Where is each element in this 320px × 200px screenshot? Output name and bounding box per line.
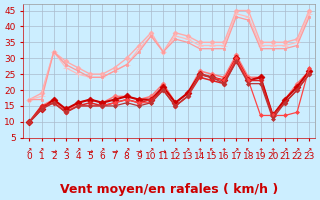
Text: ↗: ↗: [26, 147, 33, 156]
Text: ↑: ↑: [196, 147, 203, 156]
Text: ↗: ↗: [172, 147, 179, 156]
Text: →: →: [136, 147, 142, 156]
Text: ↑: ↑: [221, 147, 227, 156]
Text: →: →: [87, 147, 93, 156]
Text: ↑: ↑: [257, 147, 264, 156]
Text: ↗: ↗: [233, 147, 239, 156]
Text: →: →: [160, 147, 166, 156]
Text: ↗: ↗: [294, 147, 300, 156]
Text: ↗: ↗: [99, 147, 106, 156]
Text: ↗: ↗: [306, 147, 312, 156]
Text: →: →: [111, 147, 118, 156]
Text: →: →: [51, 147, 57, 156]
Text: ↗: ↗: [38, 147, 45, 156]
Text: ↗: ↗: [124, 147, 130, 156]
X-axis label: Vent moyen/en rafales ( km/h ): Vent moyen/en rafales ( km/h ): [60, 183, 278, 196]
Text: ↑: ↑: [269, 147, 276, 156]
Text: ↖: ↖: [209, 147, 215, 156]
Text: ↗: ↗: [282, 147, 288, 156]
Text: ↗: ↗: [63, 147, 69, 156]
Text: ↖: ↖: [245, 147, 252, 156]
Text: ↗: ↗: [75, 147, 81, 156]
Text: ↗: ↗: [184, 147, 191, 156]
Text: ↗: ↗: [148, 147, 154, 156]
